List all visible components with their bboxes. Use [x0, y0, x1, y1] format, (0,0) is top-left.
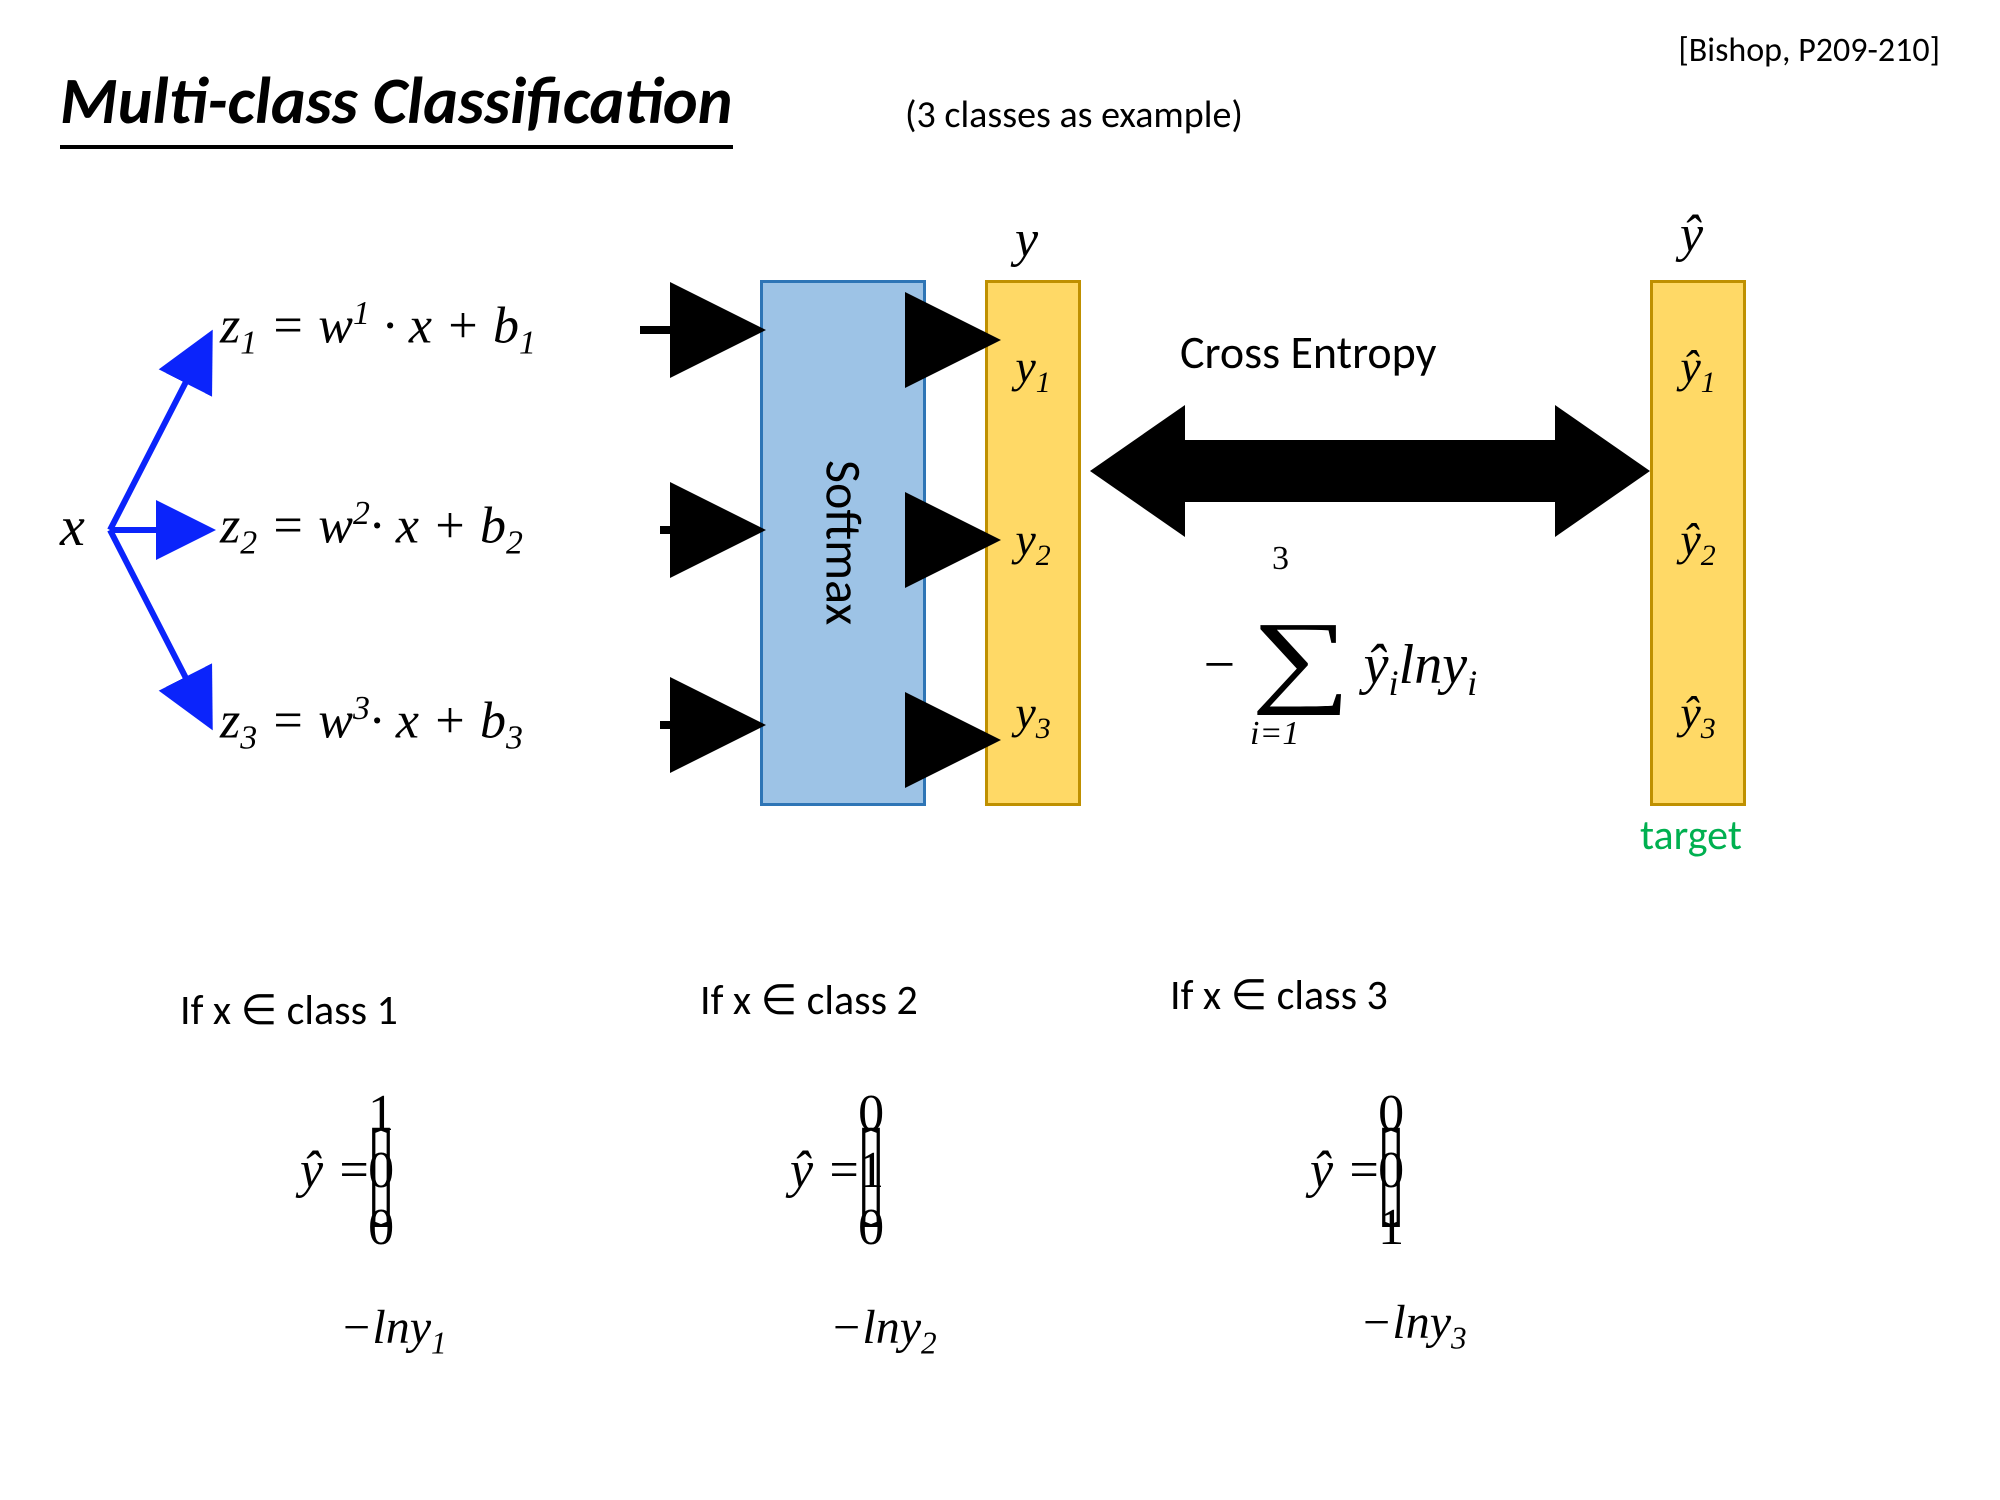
- double-arrow-cross-entropy: [1090, 405, 1650, 537]
- arrow-x-z1: [110, 335, 210, 530]
- arrows-layer: [0, 0, 2000, 900]
- case1-header: If x ∈ class 1: [180, 985, 398, 1036]
- case2-header: If x ∈ class 2: [700, 975, 918, 1026]
- arrow-x-z3: [110, 530, 210, 725]
- case3-loss: −lny3: [1360, 1295, 1467, 1357]
- case1-loss: −lny1: [340, 1300, 447, 1362]
- case2-vector: ŷ = [ 0 1 0 ]: [790, 1085, 868, 1257]
- case2-loss: −lny2: [830, 1300, 937, 1362]
- case3-vector: ŷ = [ 0 0 1 ]: [1310, 1085, 1388, 1257]
- case1-vector: ŷ = [ 1 0 0 ]: [300, 1085, 378, 1257]
- case3-header: If x ∈ class 3: [1170, 970, 1388, 1021]
